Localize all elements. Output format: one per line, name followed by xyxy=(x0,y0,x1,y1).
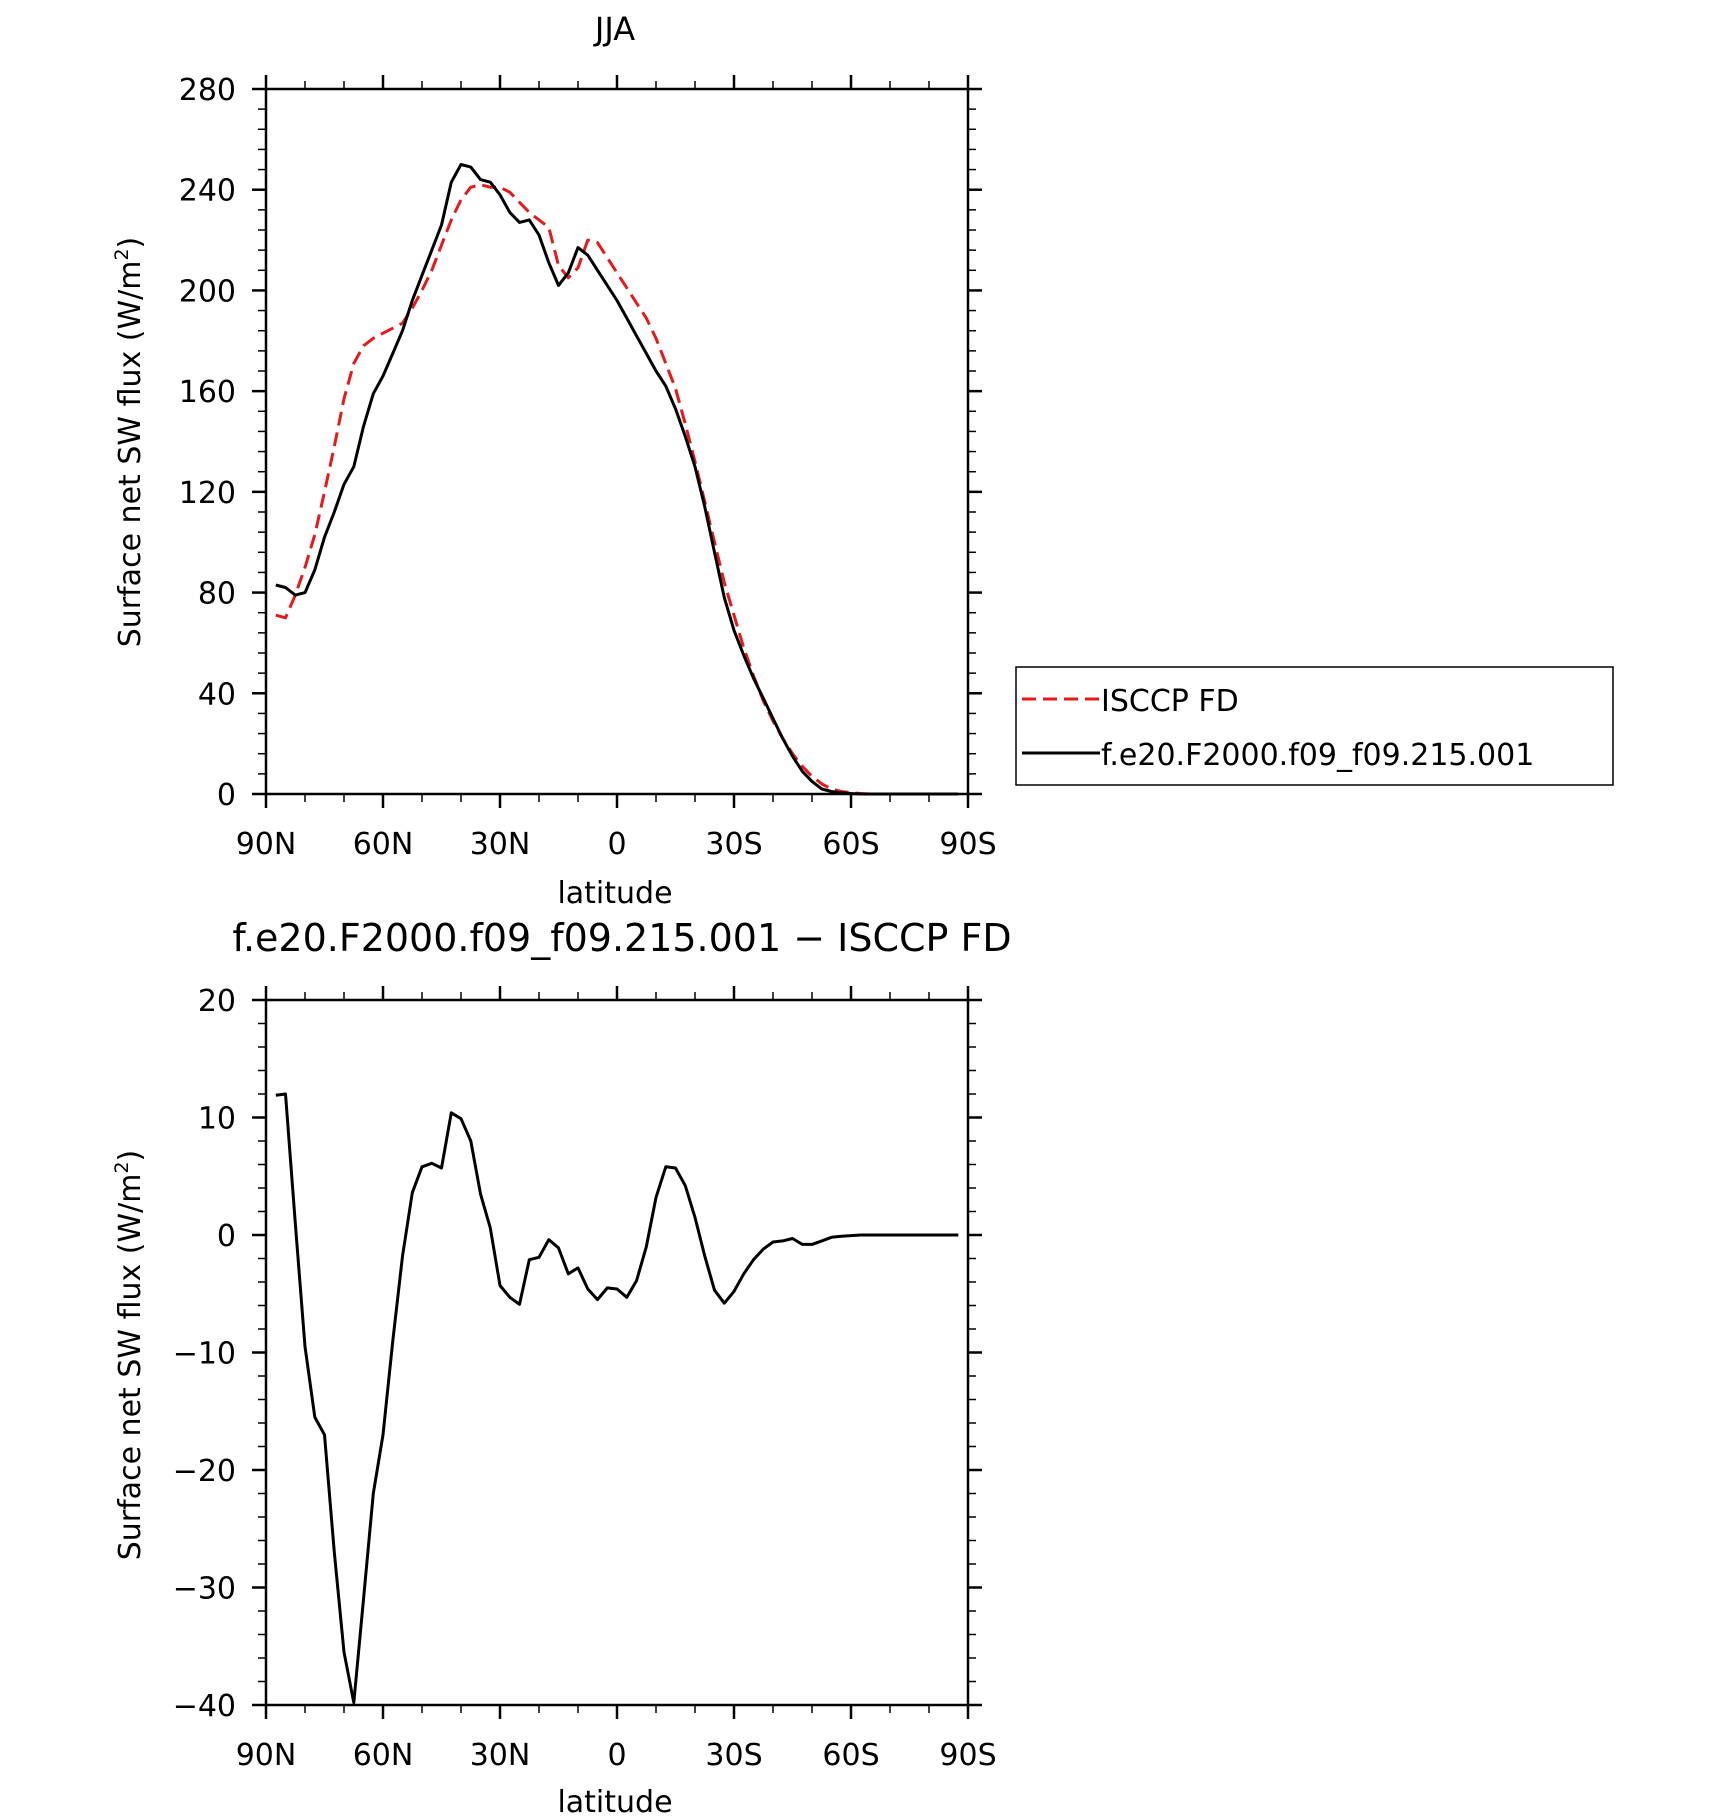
y-tick-label: 0 xyxy=(217,1219,236,1254)
legend-label-model: f.e20.F2000.f09_f09.215.001 xyxy=(1101,738,1534,773)
y-tick-label: 160 xyxy=(179,375,236,410)
x-tick-label: 90N xyxy=(236,827,297,862)
y-tick-label: 80 xyxy=(198,577,236,612)
y-axis-label: Surface net SW flux (W/m2) xyxy=(111,237,148,648)
y-tick-label: 120 xyxy=(179,476,236,511)
y-tick-label: 0 xyxy=(217,778,236,813)
y-tick-label: 240 xyxy=(179,174,236,209)
y-tick-label: −10 xyxy=(173,1337,236,1372)
x-tick-label: 30N xyxy=(470,827,531,862)
x-tick-label: 30S xyxy=(705,1738,762,1773)
x-axis-label: latitude xyxy=(557,876,672,911)
chart-top: JJA Surface net SW flux (W/m2) latitude … xyxy=(111,10,1614,911)
y-tick-label: −40 xyxy=(173,1689,236,1724)
y-tick-label: −30 xyxy=(173,1572,236,1607)
y-tick-label: 20 xyxy=(198,984,236,1019)
y-tick-label: 280 xyxy=(179,73,236,108)
x-tick-label: 60S xyxy=(822,1738,879,1773)
y-tick-label: −20 xyxy=(173,1454,236,1489)
x-tick-label: 60N xyxy=(353,1738,414,1773)
chart-bottom: f.e20.F2000.f09_f09.215.001 − ISCCP FD S… xyxy=(111,916,1012,1816)
x-tick-label: 30S xyxy=(705,827,762,862)
legend-label-isccp: ISCCP FD xyxy=(1101,684,1239,719)
plot-frame xyxy=(264,998,970,1707)
x-tick-label: 90S xyxy=(939,1738,996,1773)
x-tick-label: 0 xyxy=(607,827,626,862)
x-tick-label: 90S xyxy=(939,827,996,862)
chart-title: f.e20.F2000.f09_f09.215.001 − ISCCP FD xyxy=(232,916,1011,960)
x-tick-label: 30N xyxy=(470,1738,531,1773)
chart-title: JJA xyxy=(593,10,635,48)
legend: ISCCP FD f.e20.F2000.f09_f09.215.001 xyxy=(1015,666,1614,786)
y-tick-label: 10 xyxy=(198,1102,236,1137)
x-tick-label: 0 xyxy=(607,1738,626,1773)
series-line-1 xyxy=(275,163,959,796)
x-tick-label: 90N xyxy=(236,1738,297,1773)
series-line-0 xyxy=(275,1092,959,1705)
legend-box xyxy=(1015,666,1614,786)
y-tick-label: 40 xyxy=(198,677,236,712)
series-line-0 xyxy=(275,183,959,796)
plot-frame xyxy=(264,87,970,796)
x-axis-label: latitude xyxy=(557,1785,672,1816)
y-axis-label: Surface net SW flux (W/m2) xyxy=(111,1150,148,1561)
y-tick-label: 200 xyxy=(179,274,236,309)
x-tick-label: 60N xyxy=(353,827,414,862)
x-tick-label: 60S xyxy=(822,827,879,862)
